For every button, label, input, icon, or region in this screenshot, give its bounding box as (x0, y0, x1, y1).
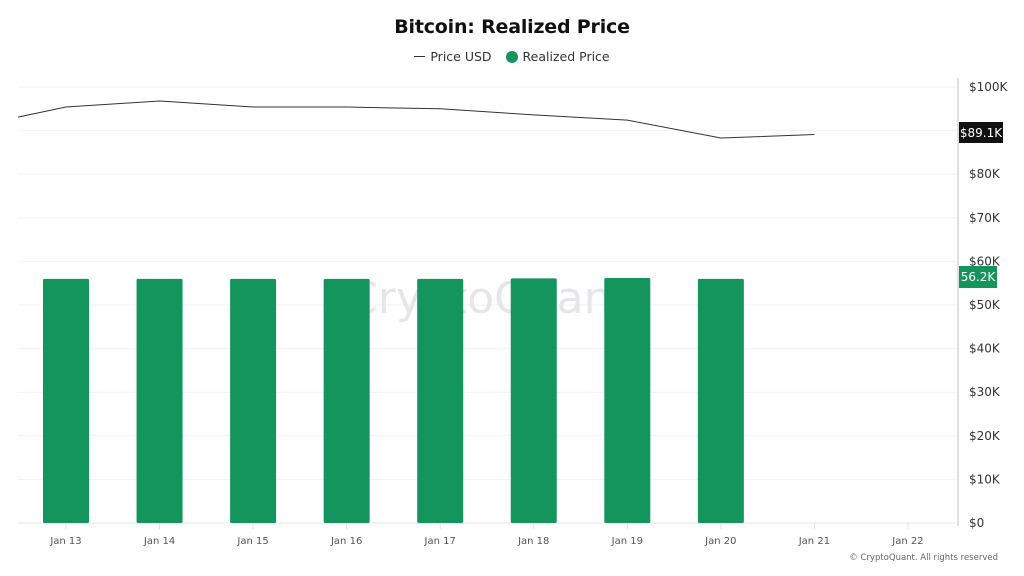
realized-price-bars (43, 277, 744, 523)
x-tick-label: Jan 13 (49, 536, 81, 547)
x-tick-label: Jan 20 (704, 536, 736, 547)
realized-badge-label: 56.2K (961, 270, 997, 284)
legend-label-price-usd: Price USD (430, 49, 492, 64)
y-tick-label: $70K (969, 211, 1001, 225)
realized-price-bar[interactable] (417, 278, 464, 523)
chart-title: Bitcoin: Realized Price (394, 16, 630, 38)
realized-price-bar[interactable] (230, 278, 277, 523)
x-tick-label: Jan 14 (143, 536, 175, 547)
realized-price-bar[interactable] (136, 278, 183, 523)
x-tick-label: Jan 22 (891, 536, 923, 547)
x-axis-ticks: Jan 13 Jan 14 Jan 15 Jan 16 Jan 17 Jan 18 Jan … (49, 523, 924, 547)
realized-price-bar[interactable] (510, 278, 557, 523)
realized-price-bar[interactable] (323, 278, 370, 523)
realized-price-bar[interactable] (43, 278, 89, 523)
dot-icon (505, 50, 518, 63)
line-icon (414, 56, 426, 57)
y-tick-label: $80K (969, 167, 1001, 181)
x-tick-label: Jan 17 (424, 536, 456, 547)
y-tick-label: $50K (969, 298, 1001, 312)
price-badge: $89.1K (959, 122, 1003, 143)
x-tick-label: Jan 21 (798, 536, 830, 547)
legend-label-realized-price: Realized Price (522, 49, 610, 64)
y-tick-label: $40K (969, 342, 1001, 356)
y-tick-label: $20K (969, 429, 1001, 443)
legend-item-price-usd[interactable]: Price USD (414, 49, 492, 64)
y-tick-label: $0 (969, 516, 984, 530)
copyright-text: © CryptoQuant. All rights reserved (849, 553, 998, 563)
realized-price-bar[interactable] (604, 277, 651, 523)
x-tick-label: Jan 18 (517, 536, 549, 547)
y-tick-label: $60K (969, 254, 1001, 268)
y-tick-label: $10K (969, 472, 1001, 486)
x-tick-label: Jan 15 (236, 536, 268, 547)
realized-badge: 56.2K (959, 266, 997, 288)
realized-price-bar[interactable] (697, 278, 744, 523)
x-tick-label: Jan 16 (330, 536, 362, 547)
y-tick-label: $100K (969, 80, 1009, 94)
y-tick-label: $30K (969, 385, 1001, 399)
x-tick-label: Jan 19 (611, 536, 643, 547)
y-axis-ticks: $0$10K$20K$30K$40K$50K$60K$70K$80K$90K$1… (969, 80, 1009, 530)
legend-item-realized-price[interactable]: Realized Price (505, 49, 610, 64)
chart-legend: Price USD Realized Price (0, 49, 1024, 64)
price-badge-label: $89.1K (960, 126, 1003, 140)
watermark: CryptoQuant (347, 273, 629, 324)
price-usd-line (17, 100, 815, 139)
